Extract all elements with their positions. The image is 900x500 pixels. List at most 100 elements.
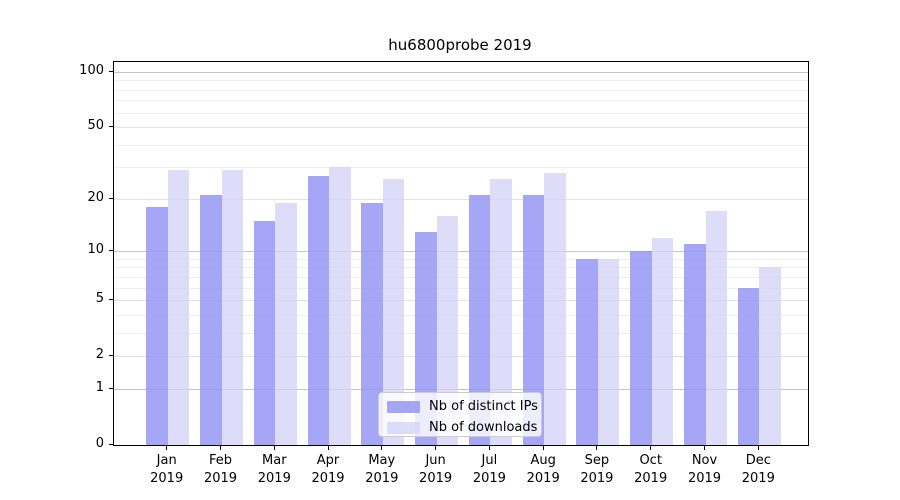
bar-distinct-ips-mar	[253, 220, 276, 445]
legend-item-distinct-ips: Nb of distinct IPs	[387, 398, 538, 415]
x-tick-month: Jun	[425, 453, 446, 468]
y-tick-label-0: 0	[95, 436, 104, 451]
x-tick-year: 2019	[741, 471, 775, 486]
x-tick-mar	[273, 446, 275, 450]
x-tick-year: 2019	[634, 471, 668, 486]
x-tick-month: Oct	[639, 453, 662, 468]
x-tick-month: Apr	[316, 453, 340, 468]
bar-downloads-aug	[544, 172, 566, 445]
x-tick-month: Mar	[262, 453, 287, 468]
legend-swatch-downloads	[387, 421, 420, 434]
y-tick-label-20: 20	[87, 189, 104, 205]
x-tick-month: Jan	[156, 453, 177, 468]
x-tick-label-oct: Oct 2019	[621, 452, 681, 488]
y-tick-label-5: 5	[95, 291, 104, 307]
y-tick-10	[109, 250, 113, 252]
legend-item-downloads: Nb of downloads	[387, 419, 537, 436]
bar-downloads-nov	[705, 211, 727, 445]
x-tick-feb	[220, 446, 221, 450]
x-tick-month: Feb	[208, 453, 233, 468]
gridline-minor-7	[114, 276, 808, 278]
x-tick-jul	[488, 446, 490, 450]
gridline-minor-30	[114, 167, 808, 169]
x-tick-year: 2019	[526, 471, 560, 486]
y-tick-1	[109, 387, 113, 389]
x-tick-year: 2019	[203, 471, 238, 486]
x-tick-year: 2019	[472, 471, 506, 486]
y-tick-100	[109, 70, 113, 72]
bar-distinct-ips-sep	[576, 258, 598, 445]
x-tick-year: 2019	[257, 471, 291, 486]
gridline-major-100	[114, 71, 808, 73]
bar-distinct-ips-may	[361, 202, 383, 445]
y-tick-0	[109, 444, 113, 445]
x-tick-year: 2019	[311, 471, 345, 486]
bar-downloads-dec	[759, 267, 781, 445]
gridline-major-20	[114, 198, 808, 200]
x-tick-sep	[596, 446, 598, 450]
x-tick-dec	[757, 446, 759, 450]
x-tick-month: Dec	[745, 453, 771, 468]
bar-distinct-ips-oct	[630, 251, 652, 445]
x-tick-month: Jul	[481, 453, 498, 468]
gridline-major-50	[114, 127, 808, 128]
y-tick-label-2: 2	[95, 347, 104, 363]
gridline-minor-4	[114, 314, 808, 316]
gridline-minor-3	[114, 332, 808, 334]
x-tick-label-jun: Jun 2019	[406, 452, 466, 488]
gridline-minor-8	[114, 267, 808, 269]
x-tick-year: 2019	[365, 471, 399, 486]
bar-downloads-sep	[597, 258, 620, 445]
y-tick-20	[109, 197, 113, 199]
gridline-major-10	[114, 251, 808, 253]
x-tick-year: 2019	[687, 471, 722, 486]
x-tick-month: Nov	[691, 453, 718, 468]
y-tick-label-10: 10	[87, 242, 104, 258]
y-tick-label-100: 100	[79, 62, 104, 78]
y-tick-label-50: 50	[87, 118, 104, 133]
x-tick-label-aug: Aug 2019	[513, 452, 573, 488]
gridline-minor-80	[114, 89, 808, 91]
x-tick-label-sep: Sep 2019	[567, 452, 627, 488]
x-tick-month: May	[368, 453, 396, 468]
bar-downloads-jan	[167, 170, 190, 445]
bar-distinct-ips-aug	[522, 195, 545, 445]
gridline-major-5	[114, 300, 808, 302]
x-tick-oct	[650, 446, 652, 450]
x-tick-month: Aug	[530, 453, 556, 468]
gridline-major-1	[114, 388, 808, 390]
y-tick-label-1: 1	[95, 379, 104, 395]
bar-distinct-ips-apr	[307, 175, 329, 445]
x-tick-label-feb: Feb 2019	[191, 452, 251, 488]
bar-distinct-ips-jun	[415, 231, 437, 445]
gridline-minor-60	[114, 112, 808, 114]
bar-distinct-ips-dec	[737, 287, 760, 445]
gridline-minor-6	[114, 287, 808, 289]
gridline-minor-90	[114, 80, 808, 82]
x-tick-apr	[327, 446, 329, 450]
plot-area: Nb of distinct IPs Nb of downloads	[113, 61, 809, 446]
bar-downloads-apr	[329, 167, 351, 445]
x-tick-year: 2019	[150, 471, 184, 486]
x-tick-month: Sep	[584, 453, 610, 468]
x-tick-jan	[166, 446, 168, 450]
legend: Nb of distinct IPs Nb of downloads	[378, 392, 542, 437]
x-tick-aug	[542, 446, 544, 450]
x-tick-label-mar: Mar 2019	[244, 452, 304, 488]
bar-downloads-feb	[221, 170, 243, 445]
bars	[114, 62, 808, 445]
legend-swatch-distinct-ips	[387, 400, 420, 413]
bar-downloads-mar	[275, 202, 297, 445]
legend-label-distinct-ips: Nb of distinct IPs	[429, 399, 538, 414]
bar-distinct-ips-nov	[684, 244, 706, 445]
gridline-minor-70	[114, 100, 808, 102]
gridline-minor-9	[114, 258, 808, 260]
x-tick-year: 2019	[580, 471, 614, 486]
chart-title: hu6800probe 2019	[388, 36, 532, 54]
bar-downloads-may	[382, 178, 405, 445]
y-tick-5	[109, 299, 113, 301]
x-tick-label-jan: Jan 2019	[137, 452, 197, 488]
bar-distinct-ips-jul	[468, 195, 491, 445]
